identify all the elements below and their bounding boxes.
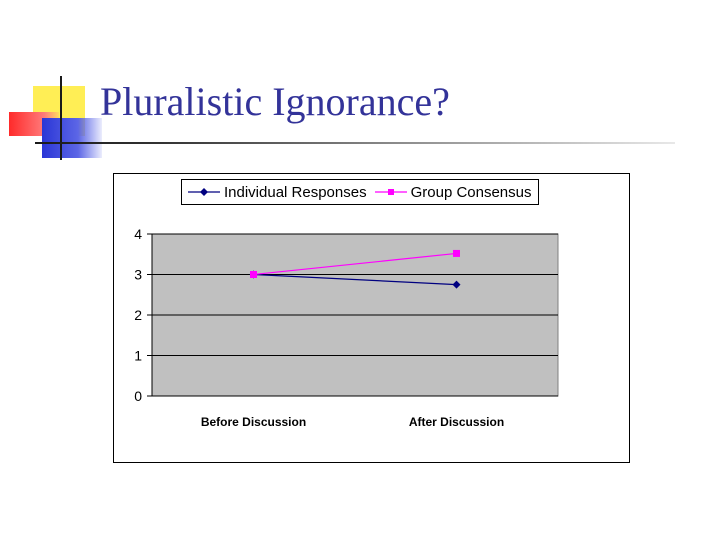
legend-swatch-group <box>374 189 407 195</box>
legend-item-group: Group Consensus <box>374 183 532 201</box>
x-category-label-0: Before Discussion <box>201 415 306 429</box>
decor-blue-square <box>42 118 102 158</box>
series-line-1 <box>253 252 457 276</box>
slide-title: Pluralistic Ignorance? <box>100 79 450 124</box>
y-tick-label-2: 2 <box>134 307 142 323</box>
chart-area: Individual Responses Group Consensus 0 1 2… <box>113 173 630 463</box>
y-tick-label-1: 1 <box>134 348 142 364</box>
line-chart: 0 1 2 3 4 Before Discussion After Discussion <box>134 226 559 429</box>
series-line-0 <box>253 273 457 286</box>
y-tick-label-4: 4 <box>134 226 142 242</box>
data-point-s1-0 <box>250 271 257 278</box>
title-underline <box>35 142 675 144</box>
data-point-s1-1 <box>453 249 460 257</box>
legend-label-group: Group Consensus <box>410 183 532 201</box>
legend-swatch-individual <box>188 188 220 196</box>
legend-item-individual: Individual Responses <box>188 184 367 201</box>
legend-label-individual: Individual Responses <box>224 183 367 201</box>
data-point-s0-1 <box>452 280 461 289</box>
decor-vertical-line <box>60 76 62 160</box>
y-tick-label-3: 3 <box>134 267 142 283</box>
x-category-label-1: After Discussion <box>409 415 504 429</box>
chart-legend: Individual Responses Group Consensus <box>181 179 539 205</box>
y-tick-label-0: 0 <box>134 388 142 404</box>
